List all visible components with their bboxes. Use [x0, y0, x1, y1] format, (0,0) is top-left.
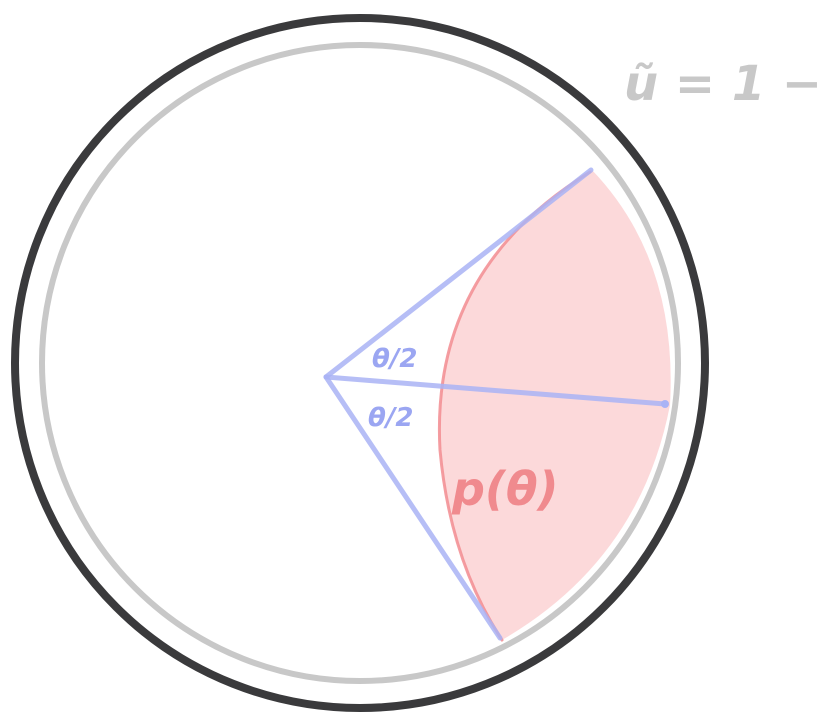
threshold-label: ũ = 1 − ε: [624, 56, 820, 112]
lower-angle-label: θ/2: [368, 403, 413, 433]
upper-angle-label: θ/2: [372, 344, 417, 374]
region-label: p(θ): [451, 462, 559, 516]
bisector-endpoint: [661, 400, 669, 408]
